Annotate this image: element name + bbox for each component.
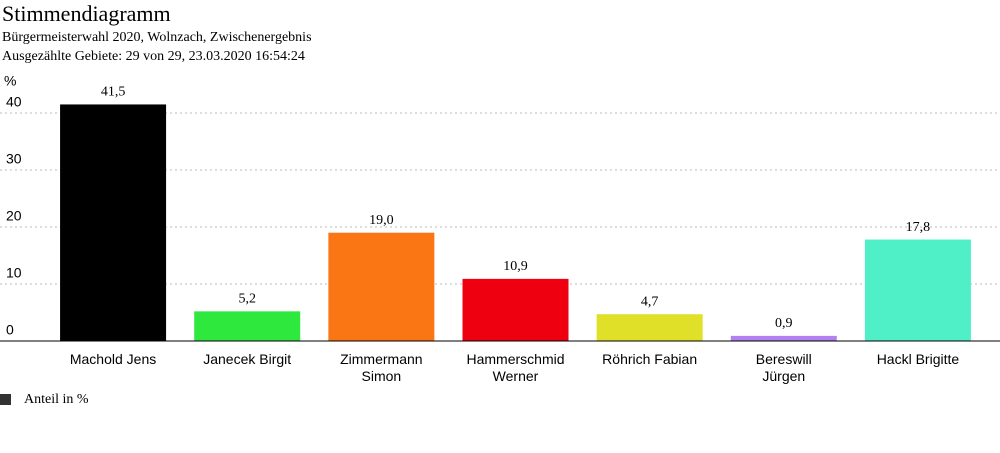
y-tick-label: 0 (6, 322, 14, 338)
x-tick-label: Zimmermann Simon (340, 351, 423, 384)
chart-title: Stimmendiagramm (2, 1, 171, 26)
bar (730, 335, 837, 341)
value-label: 41,5 (101, 85, 126, 100)
x-tick-label: Röhrich Fabian (602, 351, 698, 367)
bar (328, 232, 435, 341)
chart-subtitle: Bürgermeisterwahl 2020, Wolnzach, Zwisch… (2, 30, 312, 45)
bar (864, 239, 971, 341)
value-label: 5,2 (238, 292, 256, 307)
legend-swatch (0, 394, 11, 405)
y-axis-label: % (4, 73, 16, 89)
bar (60, 104, 167, 341)
y-tick-label: 10 (6, 265, 22, 281)
bar (194, 311, 301, 341)
chart-subtitle: Ausgezählte Gebiete: 29 von 29, 23.03.20… (2, 49, 305, 64)
y-tick-label: 20 (6, 208, 22, 224)
value-label: 4,7 (641, 294, 659, 309)
x-tick-label: Machold Jens (69, 351, 157, 367)
value-label: 19,0 (369, 213, 394, 228)
x-tick-label: Hammerschmid Werner (466, 351, 565, 384)
x-tick-label: Hackl Brigitte (876, 351, 960, 367)
bar (462, 278, 569, 341)
legend-label: Anteil in % (24, 392, 89, 407)
value-label: 10,9 (503, 259, 528, 274)
value-label: 0,9 (775, 316, 793, 331)
y-tick-label: 30 (6, 151, 22, 167)
y-tick-label: 40 (6, 94, 22, 110)
x-tick-label: Janecek Birgit (203, 351, 292, 367)
value-label: 17,8 (906, 220, 931, 235)
bar (596, 314, 703, 341)
x-tick-label: Bereswill Jürgen (755, 351, 812, 384)
